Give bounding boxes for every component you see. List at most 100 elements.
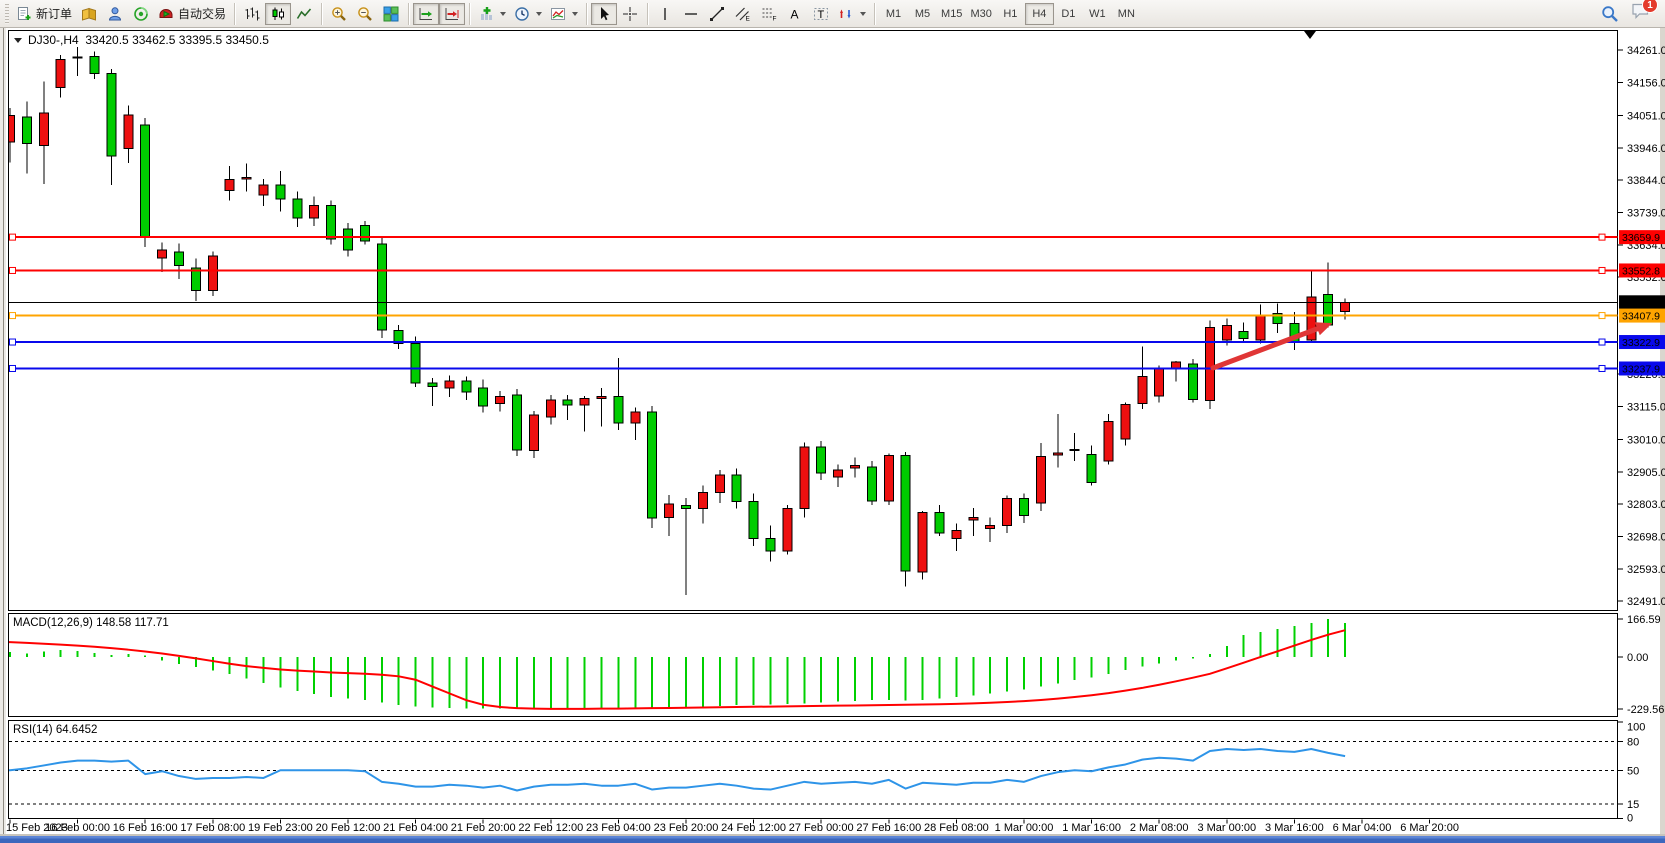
price-axis[interactable]: 34261.0 34156.0 34051.0 33946.0 33844.0 33739… bbox=[1618, 45, 1665, 608]
price-tag-label: 33407.9 bbox=[1622, 311, 1660, 323]
time-tick-label: 27 Feb 16:00 bbox=[856, 822, 921, 834]
candlestick-chart-button[interactable] bbox=[265, 2, 292, 25]
price-tag bbox=[1619, 361, 1665, 376]
time-tick-label: 21 Feb 20:00 bbox=[451, 822, 516, 834]
macd-axis[interactable]: 166.59 0.00 -229.56 bbox=[1618, 614, 1664, 716]
zoom-out-button[interactable] bbox=[352, 3, 378, 25]
hline-handle[interactable] bbox=[9, 364, 16, 372]
hline-handle[interactable] bbox=[9, 266, 16, 274]
time-tick-label: 1 Mar 00:00 bbox=[995, 822, 1054, 834]
indicators-dropdown-caret bbox=[500, 11, 507, 16]
hline-handle[interactable] bbox=[1598, 233, 1606, 241]
timeframe-button-D1[interactable]: D1 bbox=[1054, 3, 1083, 25]
autotrading-label: 自动交易 bbox=[178, 7, 227, 21]
line-chart-button[interactable] bbox=[291, 3, 317, 25]
auto-scroll-button[interactable] bbox=[413, 2, 440, 25]
navigator-button[interactable] bbox=[102, 3, 128, 25]
svg-text:F: F bbox=[773, 15, 777, 22]
time-tick-label: 22 Feb 12:00 bbox=[518, 822, 583, 834]
timeframe-button-H1[interactable]: H1 bbox=[996, 3, 1025, 25]
window-bottom-edge bbox=[0, 834, 1665, 836]
price-tick-label: 32593.0 bbox=[1627, 564, 1665, 576]
trendline-button[interactable] bbox=[704, 3, 730, 25]
hline-handle[interactable] bbox=[1598, 338, 1606, 346]
text-button[interactable]: A bbox=[782, 3, 808, 25]
toolbar-separator bbox=[469, 2, 471, 25]
macd-indicator-label: MACD(12,26,9) 148.58 117.71 bbox=[13, 617, 169, 629]
fibonacci-button[interactable]: F bbox=[756, 3, 782, 25]
cursor-button[interactable] bbox=[591, 2, 618, 25]
vertical-line-button[interactable] bbox=[652, 3, 678, 25]
tile-windows-button[interactable] bbox=[378, 3, 404, 25]
chart-shift-button[interactable] bbox=[439, 2, 466, 25]
timeframe-button-M1[interactable]: M1 bbox=[879, 3, 908, 25]
arrow-annotation[interactable] bbox=[1210, 324, 1325, 371]
svg-text:A: A bbox=[791, 7, 799, 21]
timeframe-button-H4[interactable]: H4 bbox=[1024, 2, 1054, 25]
timeframe-button-M30[interactable]: M30 bbox=[966, 3, 995, 25]
clock-icon bbox=[515, 6, 529, 21]
zoom-in-button[interactable] bbox=[326, 3, 352, 25]
new-order-button[interactable]: 新订单 bbox=[12, 3, 76, 25]
timeframe-button-M5[interactable]: M5 bbox=[908, 3, 937, 25]
search-button[interactable] bbox=[1597, 3, 1623, 25]
terminal-button[interactable] bbox=[128, 3, 154, 25]
search-icon bbox=[1602, 5, 1618, 22]
toolbar-separator bbox=[321, 2, 323, 25]
equidistant-channel-icon: E bbox=[735, 7, 751, 22]
window-right-edge bbox=[1660, 28, 1665, 835]
time-tick-label: 17 Feb 08:00 bbox=[180, 822, 245, 834]
bar-chart-button[interactable] bbox=[239, 3, 265, 25]
price-tick-label: 34156.0 bbox=[1627, 78, 1665, 90]
rsi-axis[interactable]: 100 80 50 15 0 bbox=[1618, 721, 1645, 825]
horizontal-line-icon bbox=[685, 12, 698, 15]
templates-button[interactable] bbox=[546, 3, 582, 25]
timeframe-button-W1[interactable]: W1 bbox=[1083, 3, 1112, 25]
hline-handle[interactable] bbox=[1598, 266, 1606, 274]
hline-handle[interactable] bbox=[9, 338, 16, 346]
horizontal-line-button[interactable] bbox=[678, 3, 704, 25]
crosshair-button[interactable] bbox=[617, 3, 643, 25]
main-pane-surface[interactable] bbox=[8, 30, 1618, 611]
toolbar-separator bbox=[234, 2, 236, 25]
hline-handle[interactable] bbox=[1598, 312, 1606, 320]
hline-handle[interactable] bbox=[9, 233, 16, 241]
channel-button[interactable]: E bbox=[730, 3, 756, 25]
vertical-line-icon bbox=[664, 7, 666, 20]
macd-pane-surface[interactable] bbox=[8, 613, 1618, 717]
timeframe-button-M15[interactable]: M15 bbox=[937, 3, 966, 25]
autotrading-button[interactable]: 自动交易 bbox=[154, 3, 230, 25]
insert-group bbox=[474, 3, 582, 25]
trendline-icon bbox=[710, 6, 725, 21]
arrows-dropdown-caret bbox=[860, 11, 867, 16]
periods-button[interactable] bbox=[510, 3, 546, 25]
indicators-icon bbox=[481, 6, 493, 20]
auto-scroll-icon bbox=[419, 7, 433, 20]
rsi-tick-label: 15 bbox=[1627, 799, 1639, 811]
hline-handle[interactable] bbox=[1598, 364, 1606, 372]
indicators-button[interactable] bbox=[474, 3, 510, 25]
main-toolbar: 新订单 自动交易 bbox=[0, 0, 1665, 28]
hline-handle[interactable] bbox=[9, 312, 16, 320]
chart-title-text: DJ30-,H4 33420.5 33462.5 33395.5 33450.5 bbox=[28, 33, 269, 47]
cursor-group bbox=[591, 2, 643, 25]
time-tick-label: 6 Mar 20:00 bbox=[1400, 822, 1459, 834]
text-label-button[interactable]: T bbox=[808, 3, 834, 25]
chart-menu-icon[interactable] bbox=[14, 37, 22, 43]
chart-type-group bbox=[239, 2, 317, 25]
arrows-button[interactable] bbox=[834, 3, 870, 25]
price-tag bbox=[1619, 295, 1665, 310]
time-tick-label: 23 Feb 20:00 bbox=[654, 822, 719, 834]
rsi-pane-surface[interactable] bbox=[8, 720, 1618, 819]
market-watch-button[interactable] bbox=[76, 3, 102, 25]
time-tick-label: 3 Mar 16:00 bbox=[1265, 822, 1324, 834]
chart-shift-marker[interactable] bbox=[1304, 31, 1316, 39]
new-order-label: 新订单 bbox=[36, 7, 73, 21]
arrow-annotation-head[interactable] bbox=[1314, 322, 1333, 336]
notifications-button[interactable]: 1 bbox=[1631, 0, 1658, 25]
price-tag bbox=[1619, 230, 1665, 245]
rsi-tick-label: 0 bbox=[1627, 813, 1633, 825]
timeframe-button-MN[interactable]: MN bbox=[1112, 3, 1141, 25]
